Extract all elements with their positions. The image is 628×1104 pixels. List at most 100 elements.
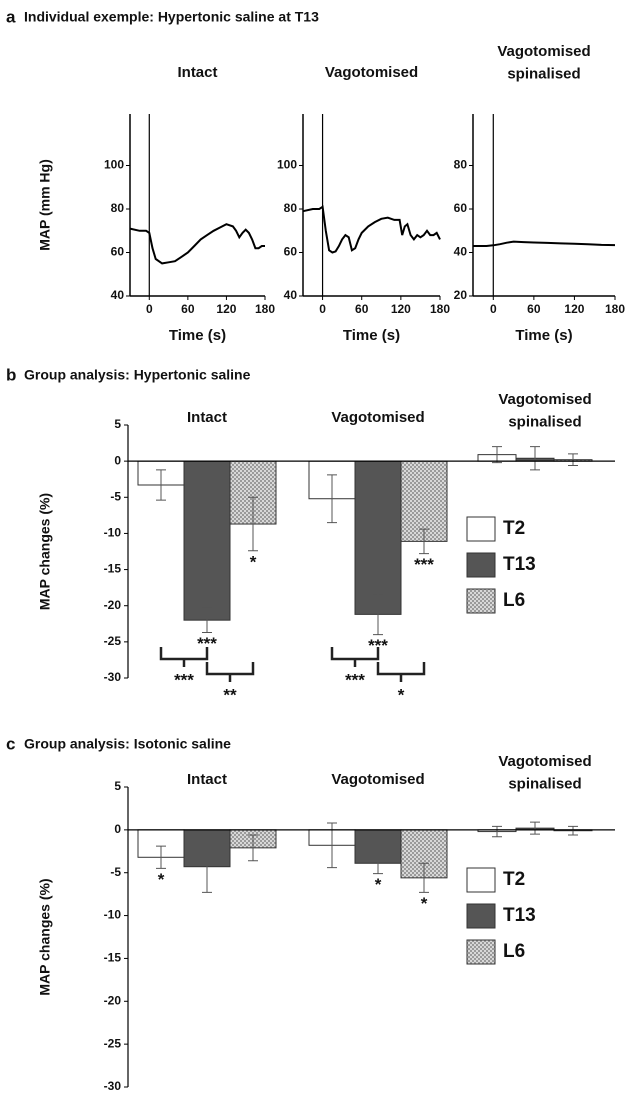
error-bar [373, 852, 383, 875]
error-bar [373, 593, 383, 636]
legend-swatch [466, 588, 496, 614]
y-tick-label: 60 [284, 245, 298, 259]
error-bar [568, 453, 578, 466]
legend-swatch [466, 552, 496, 578]
bracket [159, 647, 209, 667]
y-tick-label: 20 [454, 288, 468, 302]
error-bar [248, 496, 258, 552]
y-tick-label: 40 [284, 288, 298, 302]
significance: *** [414, 555, 434, 574]
chart-subtitle: Intact [177, 64, 217, 81]
x-axis-label: Time (s) [343, 327, 400, 344]
x-axis-label: Time (s) [169, 327, 226, 344]
x-tick-label: 0 [319, 302, 326, 316]
x-tick-label: 180 [605, 302, 625, 316]
y-tick-label: -25 [104, 634, 122, 648]
panel-label: c [6, 734, 15, 753]
x-tick-label: 0 [146, 302, 153, 316]
group-label: Intact [187, 409, 227, 426]
x-tick-label: 60 [181, 302, 195, 316]
x-tick-label: 0 [490, 302, 497, 316]
bracket-label: ** [223, 685, 237, 704]
bar [183, 460, 231, 621]
y-tick-label: 60 [454, 201, 468, 215]
error-bar [419, 528, 429, 555]
bracket [376, 662, 426, 682]
y-tick-label: 40 [111, 288, 125, 302]
error-bar [492, 446, 502, 464]
y-tick-label: 80 [454, 158, 468, 172]
significance: * [421, 894, 428, 913]
bar [400, 460, 448, 542]
trace [129, 223, 265, 265]
panel-title: Group analysis: Isotonic saline [24, 736, 231, 752]
y-tick-label: -10 [104, 908, 122, 922]
bracket [205, 662, 255, 682]
panel-label: a [6, 7, 16, 26]
error-bar [530, 446, 540, 471]
y-tick-label: 60 [111, 245, 125, 259]
x-axis-label: Time (s) [515, 327, 572, 344]
error-bar [248, 834, 258, 862]
y-tick-label: 5 [114, 779, 121, 793]
legend-label: L6 [503, 590, 525, 611]
y-tick-label: 40 [454, 245, 468, 259]
y-tick-label: 100 [277, 158, 297, 172]
legend-swatch [466, 903, 496, 929]
error-bar [492, 825, 502, 838]
y-tick-label: -20 [104, 993, 122, 1007]
legend-label: T13 [503, 905, 536, 926]
group-label: Vagotomised [331, 771, 424, 788]
y-tick-label: -25 [104, 1036, 122, 1050]
bracket-label: *** [345, 670, 365, 689]
y-tick-label: -5 [110, 489, 121, 503]
legend-label: T2 [503, 518, 525, 539]
significance: * [375, 875, 382, 894]
x-tick-label: 60 [527, 302, 541, 316]
significance: * [158, 870, 165, 889]
error-bar [530, 821, 540, 835]
error-bar [156, 469, 166, 501]
error-bar [419, 862, 429, 893]
x-tick-label: 60 [355, 302, 369, 316]
trace [302, 205, 441, 254]
legend-swatch [466, 939, 496, 965]
error-bar [202, 607, 212, 633]
group-label: Intact [187, 771, 227, 788]
panel-title: Individual exemple: Hypertonic saline at… [24, 9, 319, 25]
panel-label: b [6, 365, 16, 384]
error-bar [156, 845, 166, 869]
y-axis-label: MAP (mm Hg) [37, 159, 53, 251]
x-tick-label: 120 [391, 302, 411, 316]
significance: *** [368, 636, 388, 655]
y-tick-label: -15 [104, 562, 122, 576]
y-tick-label: -30 [104, 1079, 122, 1093]
y-tick-label: 0 [114, 822, 121, 836]
y-axis-label: MAP changes (%) [37, 493, 53, 610]
legend-swatch [466, 516, 496, 542]
y-tick-label: -15 [104, 951, 122, 965]
group-label: Vagotomised spinalised [498, 753, 591, 793]
legend-label: T13 [503, 554, 536, 575]
y-tick-label: 80 [111, 201, 125, 215]
trace [473, 240, 616, 247]
y-tick-label: 80 [284, 201, 298, 215]
y-tick-label: 5 [114, 417, 121, 431]
error-bar [327, 474, 337, 524]
y-tick-label: 0 [114, 453, 121, 467]
x-tick-label: 180 [430, 302, 450, 316]
bracket-label: *** [174, 670, 194, 689]
error-bar [568, 825, 578, 836]
legend-label: T2 [503, 869, 525, 890]
bracket-label: * [398, 685, 405, 704]
x-tick-label: 120 [564, 302, 584, 316]
y-axis-label: MAP changes (%) [37, 878, 53, 995]
y-tick-label: 100 [104, 158, 124, 172]
chart-subtitle: Vagotomised spinalised [497, 43, 590, 83]
x-tick-label: 180 [255, 302, 275, 316]
y-tick-label: -10 [104, 526, 122, 540]
error-bar [202, 840, 212, 893]
y-tick-label: -5 [110, 865, 121, 879]
significance: *** [197, 634, 217, 653]
